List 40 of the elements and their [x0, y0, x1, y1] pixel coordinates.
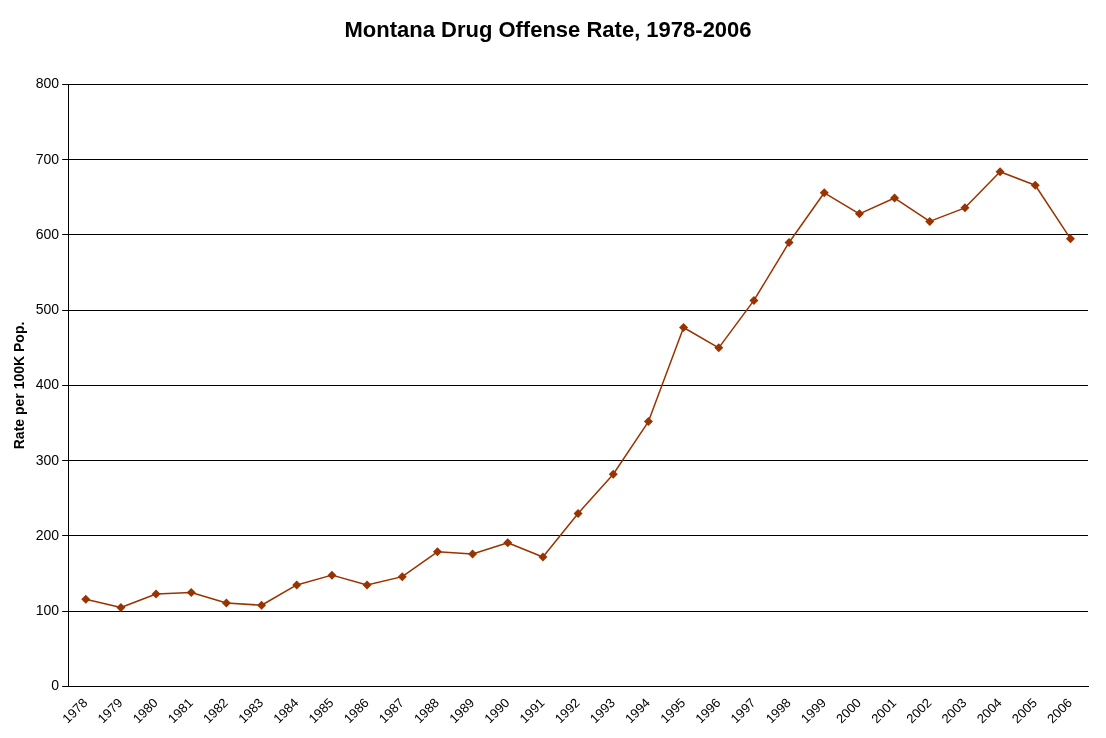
point: [608, 469, 618, 479]
point: [679, 323, 689, 333]
point: [468, 549, 478, 559]
point: [749, 295, 759, 305]
point: [854, 209, 864, 219]
point: [81, 594, 91, 604]
point: [503, 538, 513, 548]
point: [573, 508, 583, 518]
y-axis-title: Rate per 100K Pop.: [11, 321, 28, 450]
point: [362, 580, 372, 590]
y-tick-label: 500: [35, 301, 60, 318]
point: [1065, 234, 1075, 244]
point: [819, 188, 829, 198]
point: [995, 167, 1005, 177]
chart-title: Montana Drug Offense Rate, 1978-2006: [344, 17, 752, 43]
point: [221, 598, 231, 608]
point: [538, 552, 548, 562]
point: [116, 602, 126, 612]
point: [784, 237, 794, 247]
point: [327, 570, 337, 580]
point: [714, 343, 724, 353]
point: [151, 589, 161, 599]
y-tick-label: 100: [35, 602, 60, 619]
point: [397, 572, 407, 582]
y-tick-label: 700: [35, 150, 60, 167]
point: [643, 417, 653, 427]
point: [257, 600, 267, 610]
y-tick-label: 400: [35, 376, 60, 393]
point: [432, 547, 442, 557]
y-tick-label: 800: [35, 75, 60, 92]
point: [1030, 180, 1040, 190]
point: [186, 587, 196, 597]
point: [960, 203, 970, 213]
point: [292, 580, 302, 590]
y-tick-label: 200: [35, 526, 60, 543]
y-tick-label: 300: [35, 451, 60, 468]
y-tick-label: 600: [35, 225, 60, 242]
point: [890, 193, 900, 203]
y-tick-label: 0: [51, 677, 60, 694]
point: [925, 216, 935, 226]
